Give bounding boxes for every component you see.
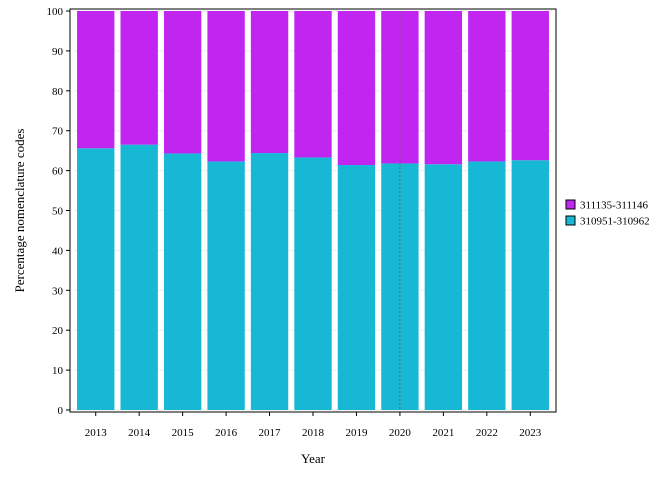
- bar-segment: [511, 160, 549, 410]
- bar-segment: [294, 11, 332, 158]
- bar-segment: [511, 11, 549, 161]
- x-tick-label: 2017: [259, 427, 282, 439]
- bar-segment: [294, 157, 332, 410]
- bar-segment: [337, 11, 376, 166]
- y-tick-label: 70: [52, 126, 64, 138]
- x-tick-label: 2016: [215, 427, 238, 439]
- x-tick-label: 2014: [128, 427, 151, 439]
- x-tick-label: 2021: [432, 427, 454, 439]
- y-tick-label: 30: [52, 285, 64, 297]
- y-tick-label: 0: [58, 405, 64, 417]
- bar-segment: [207, 11, 245, 162]
- x-tick-label: 2013: [85, 427, 108, 439]
- legend-label: 310951-310962: [580, 216, 650, 228]
- x-tick-label: 2018: [302, 427, 325, 439]
- legend-swatch: [565, 199, 576, 210]
- bar-segment: [207, 161, 245, 410]
- bar-segment: [468, 161, 506, 410]
- bar-segment: [77, 148, 115, 411]
- y-tick-label: 10: [52, 365, 64, 377]
- x-tick-label: 2019: [345, 427, 368, 439]
- bar-segment: [468, 11, 506, 162]
- x-tick-label: 2022: [476, 427, 498, 439]
- legend-label: 311135-311146: [580, 200, 649, 212]
- x-tick-label: 2023: [519, 427, 542, 439]
- bar-segment: [337, 165, 376, 410]
- legend: 311135-311146 310951-310962: [565, 199, 650, 228]
- y-tick-label: 40: [52, 245, 64, 257]
- x-axis: 2013 2014 2015 2016 2017 2018 2019 2020 2021 2022…: [85, 412, 542, 439]
- bar-segment: [120, 144, 158, 411]
- y-axis: 0 10 20 30 40 50 60 70 80 90 100: [47, 6, 70, 417]
- y-tick-label: 50: [52, 206, 64, 218]
- bar-segment: [250, 153, 289, 410]
- bar-segment: [77, 11, 115, 149]
- y-tick-label: 80: [52, 86, 64, 98]
- x-axis-label: Year: [301, 451, 326, 466]
- bar-segment: [424, 11, 463, 165]
- y-tick-label: 60: [52, 166, 64, 178]
- legend-swatch: [565, 215, 576, 226]
- bar-segment: [163, 11, 202, 154]
- bar-segment: [120, 11, 158, 145]
- bar-segment: [250, 11, 289, 154]
- x-tick-label: 2015: [172, 427, 195, 439]
- y-axis-label: Percentage nomenclature codes: [12, 129, 27, 293]
- bar-segment: [163, 153, 202, 410]
- y-tick-label: 20: [52, 325, 64, 337]
- y-tick-label: 100: [47, 6, 64, 18]
- bars-group: [77, 11, 549, 411]
- y-tick-label: 90: [52, 46, 64, 58]
- x-tick-label: 2020: [389, 427, 412, 439]
- bar-segment: [424, 164, 463, 410]
